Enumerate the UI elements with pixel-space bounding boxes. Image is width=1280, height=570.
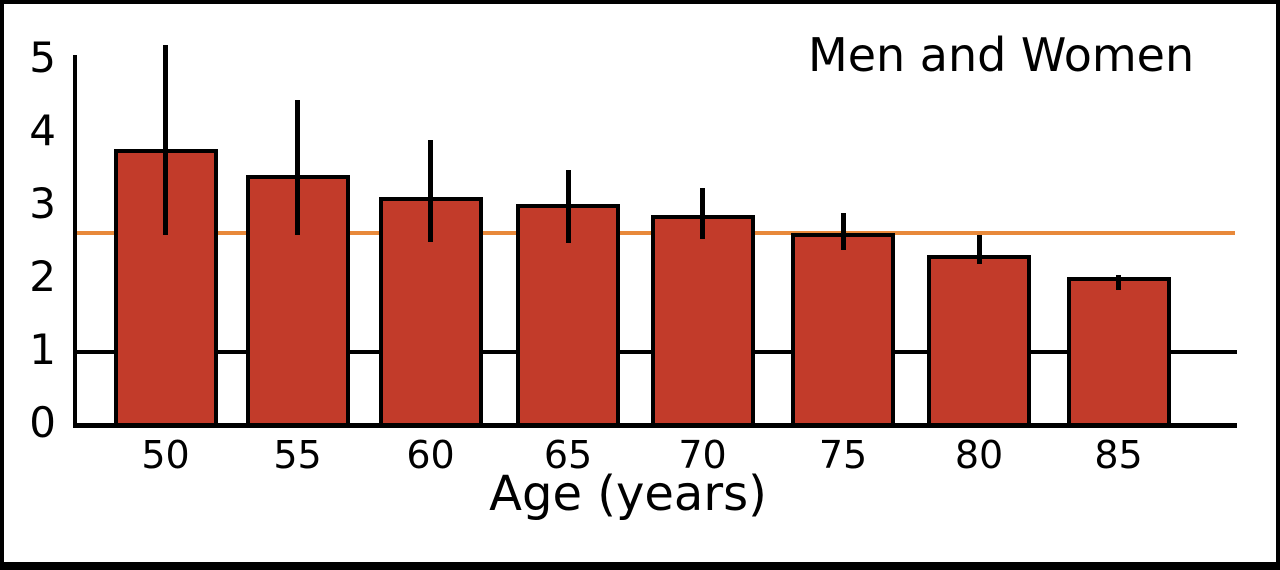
x-axis-line [73, 423, 1237, 428]
bar-age-75 [791, 233, 895, 428]
x-tick-label-75: 75 [818, 433, 868, 477]
x-tick-label-50: 50 [141, 433, 190, 477]
y-axis-line [73, 55, 77, 428]
error-bar-age-80 [976, 235, 982, 265]
error-bar-age-55 [295, 100, 300, 236]
y-tick-label-0: 0 [29, 398, 56, 447]
x-axis-title: Age (years) [489, 466, 767, 522]
x-tick-label-55: 55 [273, 433, 322, 477]
y-tick-label-2: 2 [29, 252, 56, 301]
error-bar-age-85 [1116, 275, 1121, 290]
y-tick-label-4: 4 [29, 106, 56, 155]
error-bar-age-65 [565, 169, 571, 243]
y-tick-label-5: 5 [29, 33, 56, 82]
x-tick-label-70: 70 [678, 433, 727, 477]
error-bar-age-75 [840, 213, 846, 250]
error-bar-age-70 [700, 187, 705, 239]
error-bar-age-50 [163, 45, 168, 236]
y-tick-label-3: 3 [29, 179, 56, 228]
bar-age-85 [1066, 277, 1171, 428]
chart-title: Men and Women [808, 28, 1195, 82]
bar-age-70 [650, 214, 755, 428]
error-bar-age-60 [428, 140, 433, 243]
y-tick-label-1: 1 [29, 325, 56, 374]
bar-age-60 [378, 196, 483, 428]
x-tick-label-80: 80 [954, 433, 1004, 477]
bar-age-80 [927, 255, 1031, 428]
x-tick-label-65: 65 [543, 433, 593, 477]
x-tick-label-85: 85 [1094, 433, 1143, 477]
x-tick-label-60: 60 [406, 433, 455, 477]
